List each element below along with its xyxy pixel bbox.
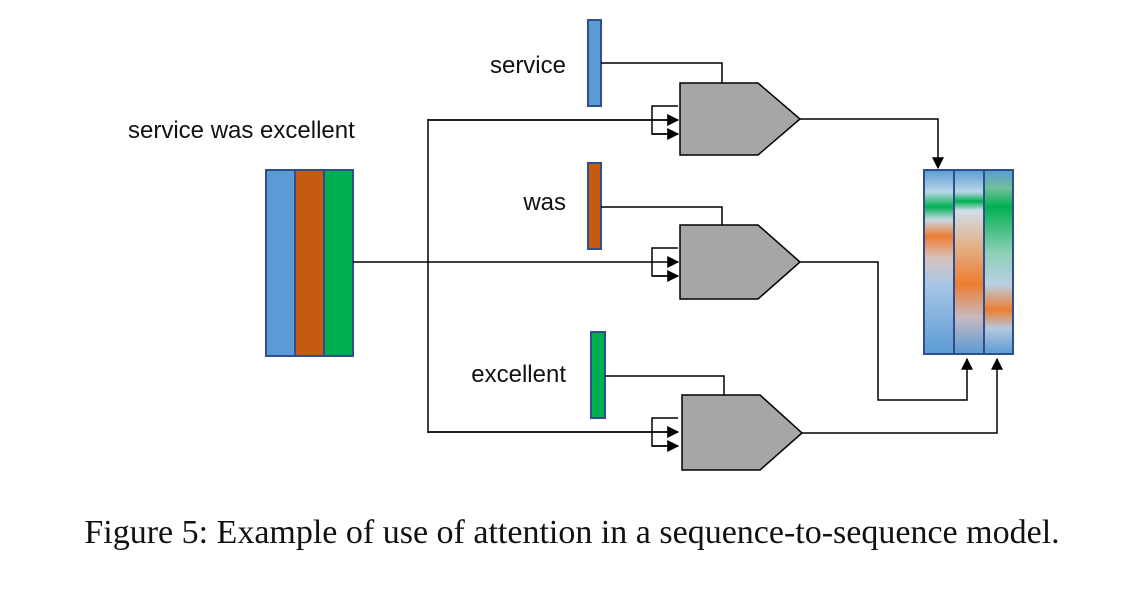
word-vector-was: [587, 162, 602, 250]
output-column-3: [983, 169, 1014, 355]
input-sentence-label: service was excellent: [128, 117, 355, 144]
output-column-2: [953, 169, 985, 355]
gate-1-to-output-line: [800, 118, 944, 170]
figure-caption: Figure 5: Example of use of attention in…: [84, 514, 1060, 551]
input-encoding-block: [265, 169, 354, 357]
input-service-column: [265, 169, 296, 357]
word-label-service: service: [490, 52, 566, 79]
attention-diagram: service was excellent service was excell…: [128, 19, 1014, 471]
attention-gate-2: [679, 224, 802, 300]
gate-3-to-output-line: [802, 357, 1003, 434]
word-label-was: was: [522, 189, 566, 216]
output-attention-block: [923, 169, 1014, 355]
attention-gate-3: [681, 394, 804, 471]
output-column-1: [923, 169, 955, 355]
gate-2-to-output-line: [800, 261, 973, 401]
connection-lines: [353, 62, 1003, 452]
word-vector-excellent: [590, 331, 606, 419]
input-excellent-column: [323, 169, 354, 357]
attention-gate-1: [679, 82, 802, 156]
input-was-column: [294, 169, 325, 357]
word-vector-service: [587, 19, 602, 107]
word-label-excellent: excellent: [471, 361, 566, 388]
